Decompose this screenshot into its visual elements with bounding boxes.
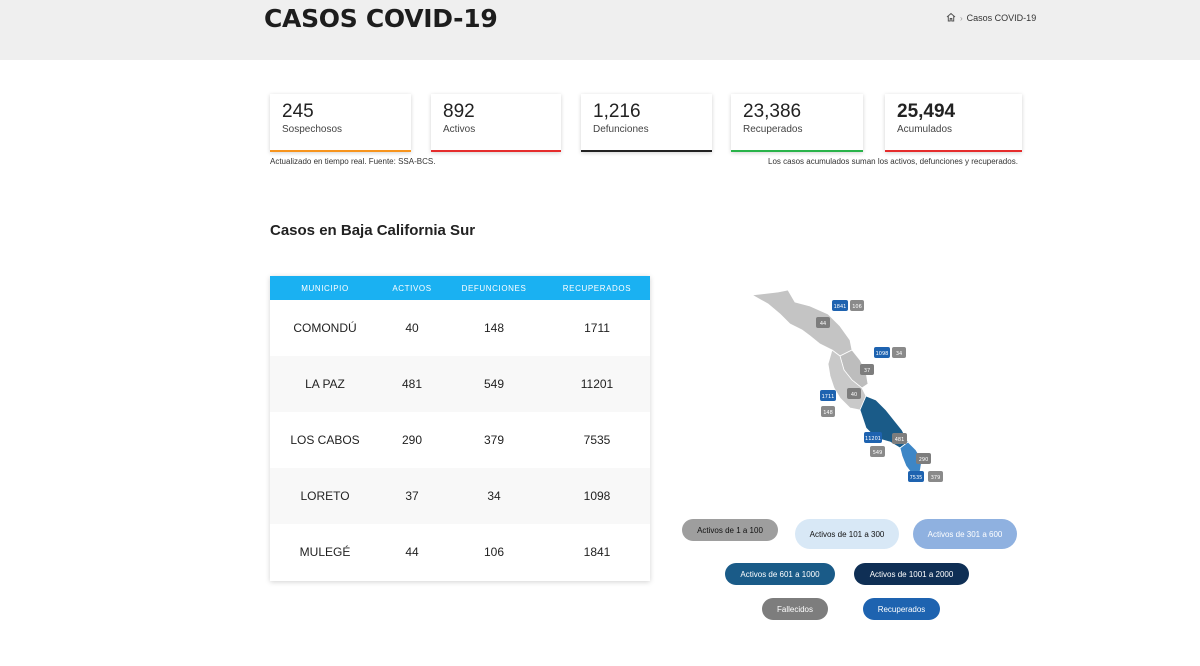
map-label: 11201 bbox=[865, 436, 881, 442]
table-row: COMONDÚ 40 148 1711 bbox=[270, 300, 650, 356]
table-cell: 34 bbox=[487, 489, 501, 503]
table-cell: 148 bbox=[483, 321, 505, 335]
map-label: 1841 bbox=[834, 304, 847, 310]
map-label: 148 bbox=[823, 410, 833, 416]
stat-bar bbox=[431, 150, 561, 152]
map-label: 549 bbox=[873, 450, 883, 456]
table-cell: 290 bbox=[401, 433, 423, 447]
table-row: LA PAZ 481 549 11201 bbox=[270, 356, 650, 412]
map-label: 106 bbox=[852, 304, 862, 310]
legend-activos-101-300: Activos de 101 a 300 bbox=[795, 519, 899, 549]
table-cell: 379 bbox=[483, 433, 505, 447]
accumulated-note: Los casos acumulados suman los activos, … bbox=[768, 157, 1018, 166]
column-header: RECUPERADOS bbox=[562, 283, 632, 293]
stat-label: Activos bbox=[443, 124, 476, 135]
stat-card-recuperados: 23,386 Recuperados bbox=[731, 94, 863, 152]
map-label: 37 bbox=[864, 368, 870, 374]
stat-value: 23,386 bbox=[743, 101, 802, 122]
table-cell: COMONDÚ bbox=[293, 321, 357, 335]
map-label: 34 bbox=[896, 351, 902, 357]
table-cell: 549 bbox=[483, 377, 505, 391]
legend-recuperados: Recuperados bbox=[863, 598, 940, 620]
map-svg: 1841 106 44 1098 34 37 1711 148 40 11201… bbox=[750, 289, 943, 482]
legend-activos-601-1000: Activos de 601 a 1000 bbox=[725, 563, 835, 585]
stat-value: 892 bbox=[443, 101, 475, 122]
source-note: Actualizado en tiempo real. Fuente: SSA-… bbox=[270, 157, 436, 166]
stat-bar bbox=[885, 150, 1022, 152]
map-label: 481 bbox=[895, 437, 905, 443]
breadcrumb: › Casos COVID-19 bbox=[946, 12, 1036, 24]
legend-activos-1-100: Activos de 1 a 100 bbox=[682, 519, 778, 541]
stat-bar bbox=[581, 150, 712, 152]
column-header: MUNICIPIO bbox=[301, 283, 349, 293]
table-cell: 1098 bbox=[583, 489, 611, 503]
stat-card-defunciones: 1,216 Defunciones bbox=[581, 94, 712, 152]
stat-card-acumulados: 25,494 Acumulados bbox=[885, 94, 1022, 152]
table-cell: 44 bbox=[405, 545, 419, 559]
table-cell: LA PAZ bbox=[305, 377, 345, 391]
map-label: 379 bbox=[931, 475, 941, 481]
table-row: LOS CABOS 290 379 7535 bbox=[270, 412, 650, 468]
legend-activos-1001-2000: Activos de 1001 a 2000 bbox=[854, 563, 969, 585]
stat-card-activos: 892 Activos bbox=[431, 94, 561, 152]
stat-value: 245 bbox=[282, 101, 314, 122]
stat-label: Acumulados bbox=[897, 124, 953, 135]
legend-activos-301-600: Activos de 301 a 600 bbox=[913, 519, 1017, 549]
legend-fallecidos: Fallecidos bbox=[762, 598, 828, 620]
table-cell: MULEGÉ bbox=[299, 545, 351, 559]
stat-bar bbox=[731, 150, 863, 152]
table-cell: 40 bbox=[405, 321, 419, 335]
table-cell: LOS CABOS bbox=[290, 433, 360, 447]
region-mulege[interactable] bbox=[750, 289, 853, 357]
section-title: Casos en Baja California Sur bbox=[270, 222, 476, 239]
map-label: 40 bbox=[851, 392, 857, 398]
table-row: LORETO 37 34 1098 bbox=[270, 468, 650, 524]
municipios-table: MUNICIPIO ACTIVOS DEFUNCIONES RECUPERADO… bbox=[270, 276, 650, 581]
stat-label: Sospechosos bbox=[282, 124, 343, 135]
breadcrumb-current: Casos COVID-19 bbox=[966, 13, 1037, 23]
stat-bar bbox=[270, 150, 411, 152]
table-header: MUNICIPIO ACTIVOS DEFUNCIONES RECUPERADO… bbox=[270, 276, 650, 300]
stat-value: 25,494 bbox=[897, 101, 956, 122]
table-cell: 106 bbox=[483, 545, 505, 559]
page-title: CASOS COVID-19 bbox=[264, 4, 498, 33]
map-label: 1098 bbox=[876, 351, 889, 357]
map-label: 7535 bbox=[910, 475, 923, 481]
table-cell: 481 bbox=[401, 377, 423, 391]
table-cell: 7535 bbox=[583, 433, 611, 447]
table-cell: 11201 bbox=[580, 377, 614, 391]
chevron-right-icon: › bbox=[960, 13, 963, 23]
table-cell: 37 bbox=[405, 489, 419, 503]
stat-label: Defunciones bbox=[593, 124, 649, 135]
stat-card-sospechosos: 245 Sospechosos bbox=[270, 94, 411, 152]
table-cell: 1841 bbox=[583, 545, 611, 559]
stat-label: Recuperados bbox=[743, 124, 803, 135]
header-bar: CASOS COVID-19 › Casos COVID-19 bbox=[0, 0, 1200, 60]
table-cell: 1711 bbox=[584, 321, 610, 335]
column-header: ACTIVOS bbox=[392, 283, 432, 293]
home-icon[interactable] bbox=[946, 12, 956, 24]
table-cell: LORETO bbox=[300, 489, 350, 503]
column-header: DEFUNCIONES bbox=[461, 283, 527, 293]
table-row: MULEGÉ 44 106 1841 bbox=[270, 524, 650, 580]
map-label: 44 bbox=[820, 321, 826, 327]
stat-value: 1,216 bbox=[593, 101, 641, 122]
map-label: 1711 bbox=[822, 394, 835, 400]
map-label: 290 bbox=[919, 457, 929, 463]
